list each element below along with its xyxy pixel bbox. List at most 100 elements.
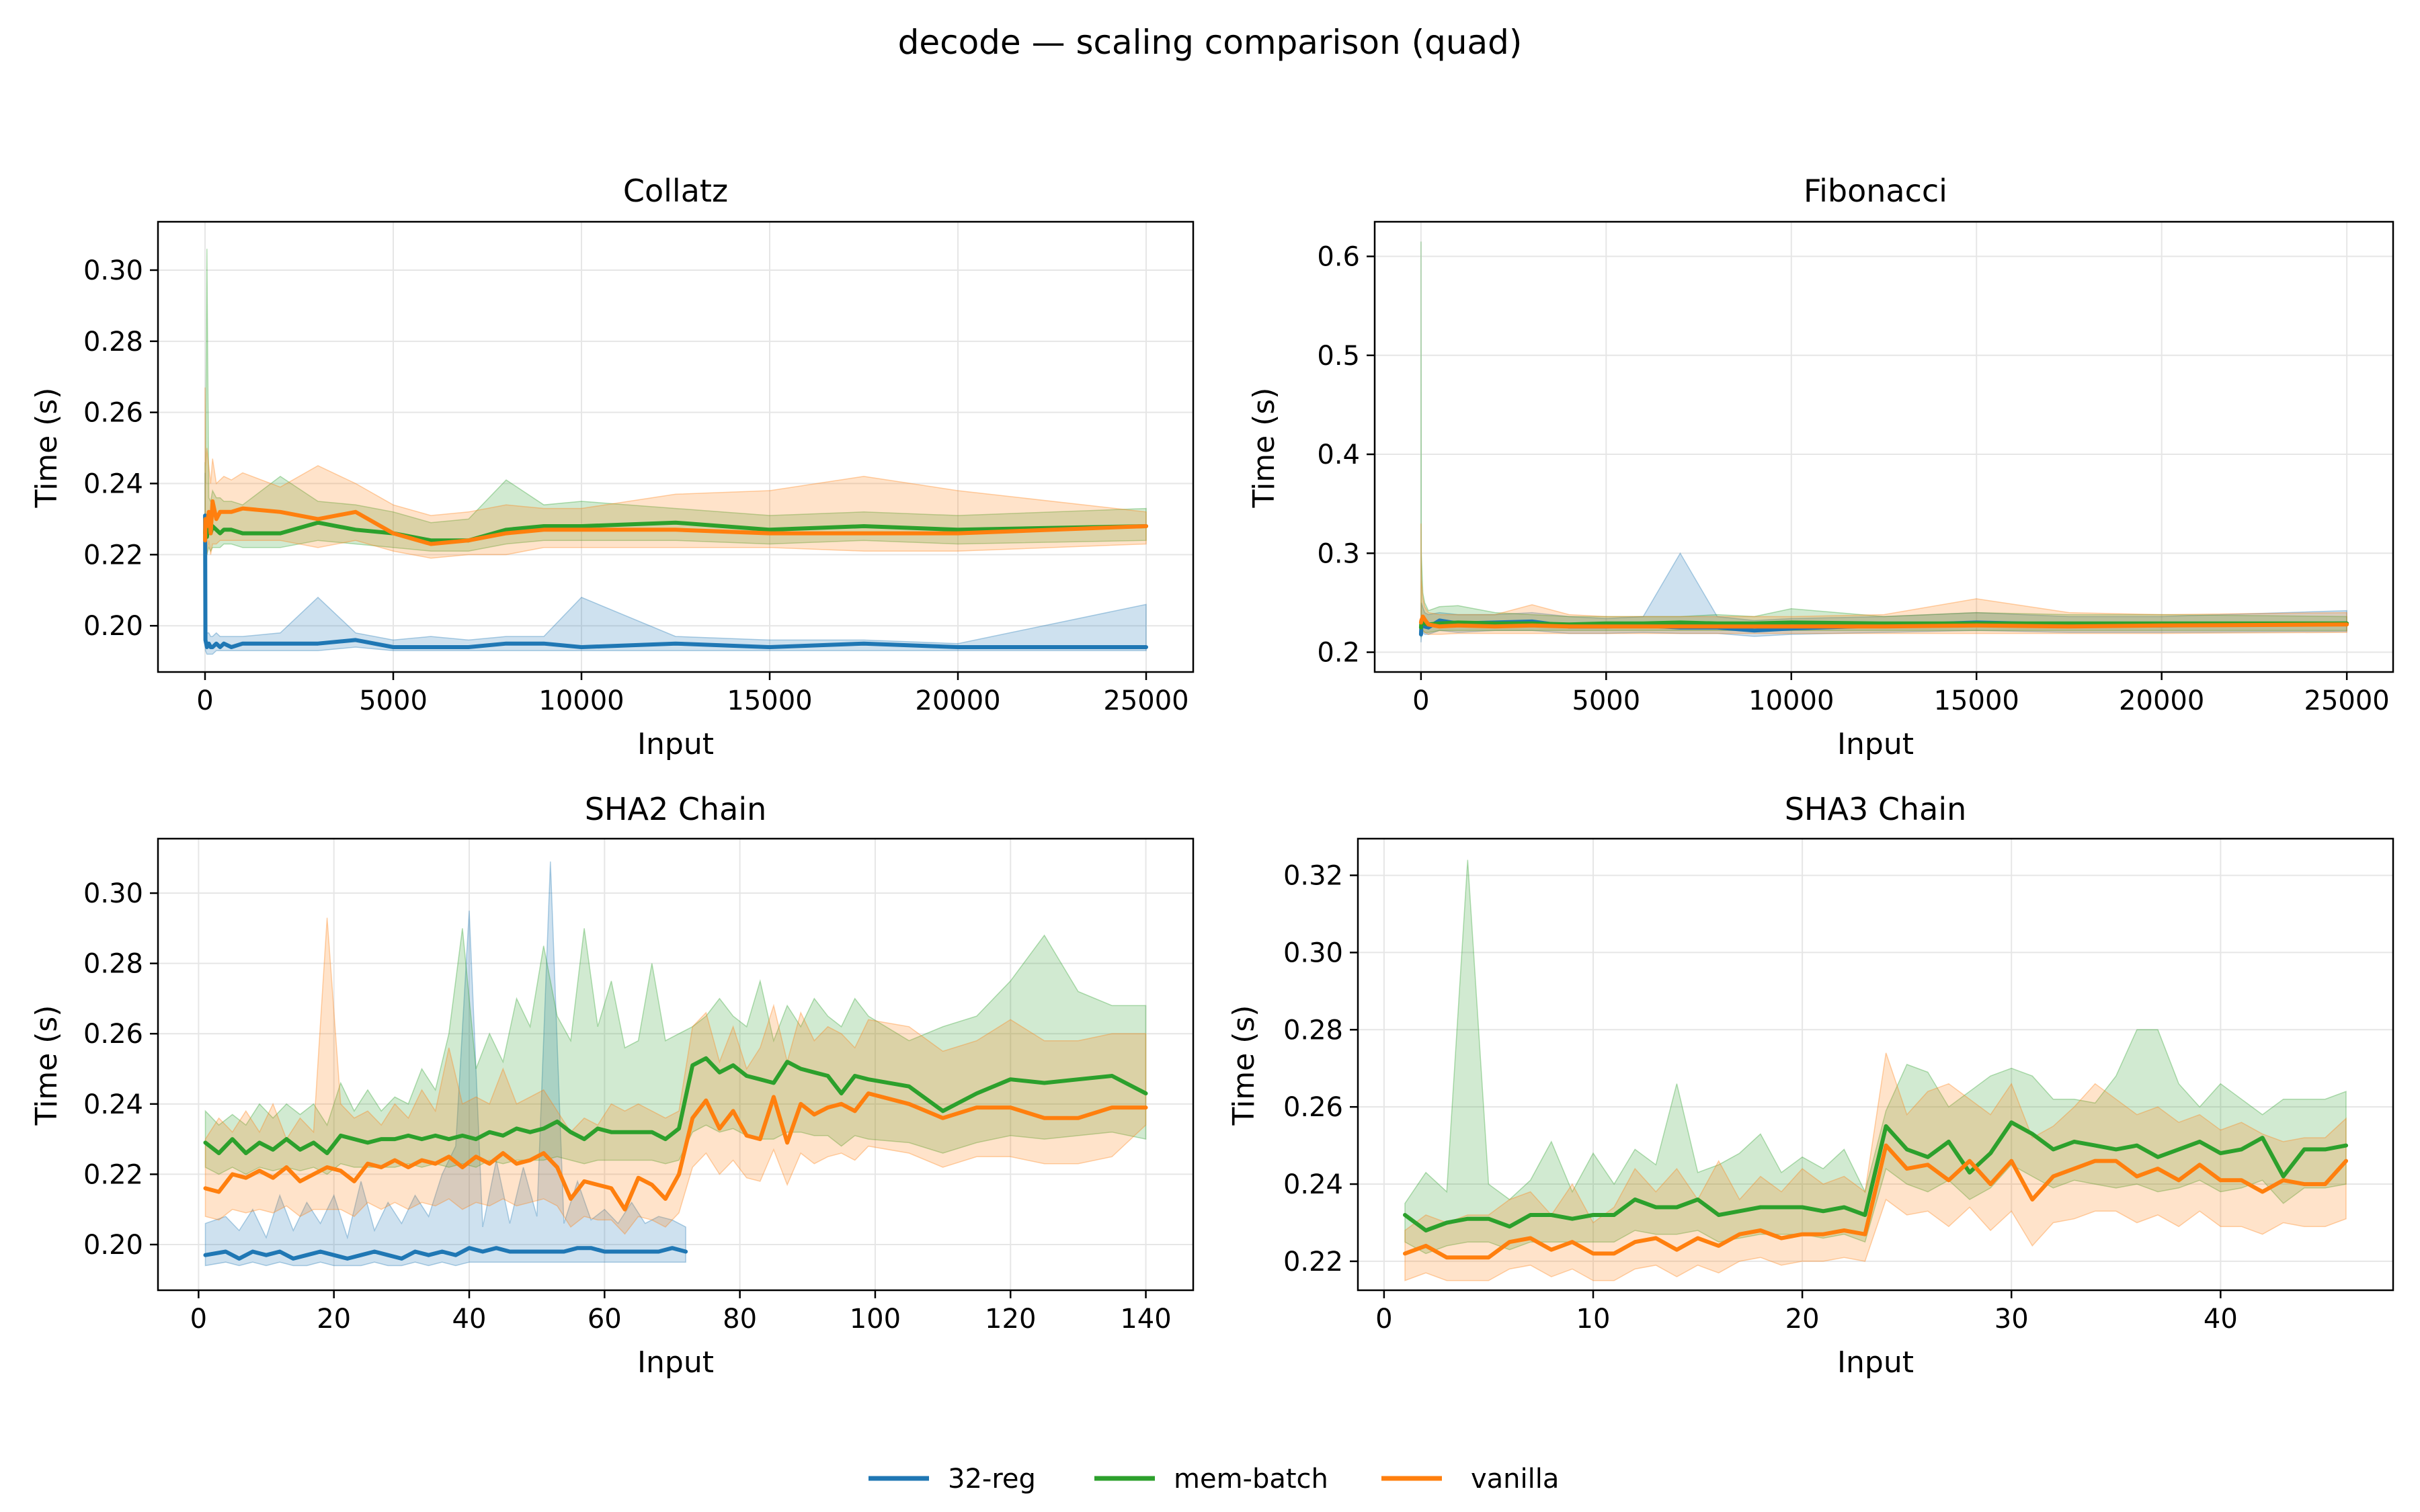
band-32-reg xyxy=(1420,552,2347,642)
y-tick-label: 0.5 xyxy=(1317,341,1360,372)
panel-fibonacci: 0 5000 10000 15000 20000 25000 0.2 0.3 0.4 0.5 0.6… xyxy=(1247,173,2394,761)
y-tick-label: 0.30 xyxy=(83,255,143,286)
x-tick-label: 30 xyxy=(1994,1304,2029,1335)
x-tick-label: 80 xyxy=(723,1304,757,1335)
y-tick-label: 0.26 xyxy=(1283,1092,1343,1123)
panel-title-sha2-chain: SHA2 Chain xyxy=(585,791,767,827)
plot-area-collatz: 0 5000 10000 15000 20000 25000 0.20 0.22 0.24 0.2… xyxy=(83,220,1195,716)
x-tick-label: 20000 xyxy=(915,685,1000,716)
y-tick-label: 0.22 xyxy=(1283,1247,1343,1277)
series-line-vanilla xyxy=(203,1091,1148,1212)
x-tick-label: 20 xyxy=(1785,1304,1820,1335)
series-line-32-reg xyxy=(203,1246,688,1261)
plot-frame xyxy=(1357,837,2394,1292)
panel-collatz: 0 5000 10000 15000 20000 25000 0.20 0.22 0.24 0.2… xyxy=(30,173,1195,761)
x-tick-label: 25000 xyxy=(2304,685,2390,716)
x-tick-label: 140 xyxy=(1120,1304,1171,1335)
band-mem-batch xyxy=(1420,241,2347,638)
x-tick-label: 5000 xyxy=(1572,685,1640,716)
plot-area-sha2-chain: 0 20 40 60 80 100 120 140 0.20 0.22 0.24 0.26 0.28 0.… xyxy=(83,837,1195,1335)
y-tick-label: 0.6 xyxy=(1317,242,1360,273)
y-tick-label: 0.28 xyxy=(83,327,143,358)
panel-title-sha3-chain: SHA3 Chain xyxy=(1785,791,1967,827)
y-tick-label: 0.24 xyxy=(1283,1169,1343,1200)
y-tick-label: 0.20 xyxy=(83,1230,143,1261)
x-tick-label: 20000 xyxy=(2119,685,2204,716)
x-axis-label-sha2-chain: Input xyxy=(637,1345,714,1380)
x-tick-label: 40 xyxy=(2204,1304,2238,1335)
x-tick-label: 15000 xyxy=(727,685,812,716)
y-tick-label: 0.3 xyxy=(1317,538,1360,569)
band-vanilla xyxy=(204,387,1147,573)
x-tick-label: 40 xyxy=(452,1304,487,1335)
y-axis-label-sha2-chain: Time (s) xyxy=(30,1005,64,1126)
x-tick-label: 0 xyxy=(1412,685,1429,716)
x-axis-label-fibonacci: Input xyxy=(1837,727,1914,761)
y-tick-label: 0.30 xyxy=(1283,937,1343,968)
y-tick-label: 0.2 xyxy=(1317,638,1360,669)
series-line-mem-batch xyxy=(1403,1120,2348,1232)
band-mem-batch xyxy=(204,928,1147,1175)
y-axis-label-fibonacci: Time (s) xyxy=(1247,388,1281,509)
y-axis-label-collatz: Time (s) xyxy=(30,388,64,509)
band-vanilla xyxy=(204,917,1147,1235)
y-axis-label-sha3-chain: Time (s) xyxy=(1227,1005,1261,1126)
y-tick-label: 0.30 xyxy=(83,878,143,909)
panel-sha2-chain: 0 20 40 60 80 100 120 140 0.20 0.22 0.24 0.26 0.28 0.… xyxy=(30,791,1195,1380)
legend-label-vanilla: vanilla xyxy=(1471,1464,1559,1495)
x-tick-label: 0 xyxy=(1375,1304,1392,1335)
data-layer-collatz xyxy=(203,249,1148,655)
panel-sha3-chain: 0 10 20 30 40 0.22 0.24 0.26 0.28 0.30 0.32 SHA3 C… xyxy=(1227,791,2394,1380)
y-tick-label: 0.26 xyxy=(83,1019,143,1050)
band-32-reg xyxy=(204,472,1147,655)
plot-area-fibonacci: 0 5000 10000 15000 20000 25000 0.2 0.3 0.4 0.5 0.6 xyxy=(1317,220,2394,716)
x-axis-label-collatz: Input xyxy=(637,727,714,761)
series-line-vanilla xyxy=(1403,1143,2348,1260)
x-tick-label: 10 xyxy=(1576,1304,1611,1335)
panel-title-collatz: Collatz xyxy=(623,173,728,209)
y-tick-label: 0.22 xyxy=(83,1159,143,1190)
x-tick-label: 20 xyxy=(317,1304,351,1335)
plot-frame xyxy=(157,220,1195,673)
x-tick-label: 25000 xyxy=(1103,685,1188,716)
y-tick-label: 0.24 xyxy=(83,469,143,500)
x-tick-label: 120 xyxy=(985,1304,1036,1335)
x-tick-label: 5000 xyxy=(359,685,428,716)
series-line-vanilla xyxy=(1418,614,2349,629)
plot-frame xyxy=(157,837,1195,1292)
y-tick-label: 0.32 xyxy=(1283,861,1343,892)
y-tick-label: 0.22 xyxy=(83,540,143,571)
y-tick-label: 0.28 xyxy=(1283,1015,1343,1046)
legend: 32-reg mem-batch vanilla xyxy=(869,1464,1559,1495)
series-line-32-reg xyxy=(203,513,1148,649)
x-tick-label: 60 xyxy=(588,1304,622,1335)
data-layer-fibonacci xyxy=(1418,241,2349,642)
panel-title-fibonacci: Fibonacci xyxy=(1804,173,1947,209)
y-tick-label: 0.4 xyxy=(1317,439,1360,470)
plot-frame xyxy=(1373,220,2394,673)
x-tick-label: 0 xyxy=(190,1304,207,1335)
y-tick-label: 0.24 xyxy=(83,1089,143,1120)
band-mem-batch xyxy=(204,249,1147,555)
x-tick-label: 10000 xyxy=(538,685,624,716)
y-tick-label: 0.28 xyxy=(83,949,143,980)
series-line-mem-batch xyxy=(203,1056,1148,1155)
x-axis-label-sha3-chain: Input xyxy=(1837,1345,1914,1380)
x-tick-label: 100 xyxy=(850,1304,901,1335)
y-tick-label: 0.26 xyxy=(83,398,143,429)
legend-label-mem-batch: mem-batch xyxy=(1174,1464,1328,1495)
x-tick-label: 10000 xyxy=(1748,685,1834,716)
figure-title: decode — scaling comparison (quad) xyxy=(898,23,1523,62)
data-layer-sha3-chain xyxy=(1403,859,2348,1282)
x-tick-label: 0 xyxy=(196,685,213,716)
band-32-reg xyxy=(204,861,686,1267)
plot-area-sha3-chain: 0 10 20 30 40 0.22 0.24 0.26 0.28 0.30 0.32 xyxy=(1283,837,2394,1335)
y-tick-label: 0.20 xyxy=(83,611,143,642)
legend-label-32-reg: 32-reg xyxy=(948,1464,1036,1495)
series-line-vanilla xyxy=(203,499,1148,546)
band-mem-batch xyxy=(1404,859,2347,1255)
x-tick-label: 15000 xyxy=(1934,685,2019,716)
data-layer-sha2-chain xyxy=(203,861,1148,1267)
band-vanilla xyxy=(1420,523,2347,635)
